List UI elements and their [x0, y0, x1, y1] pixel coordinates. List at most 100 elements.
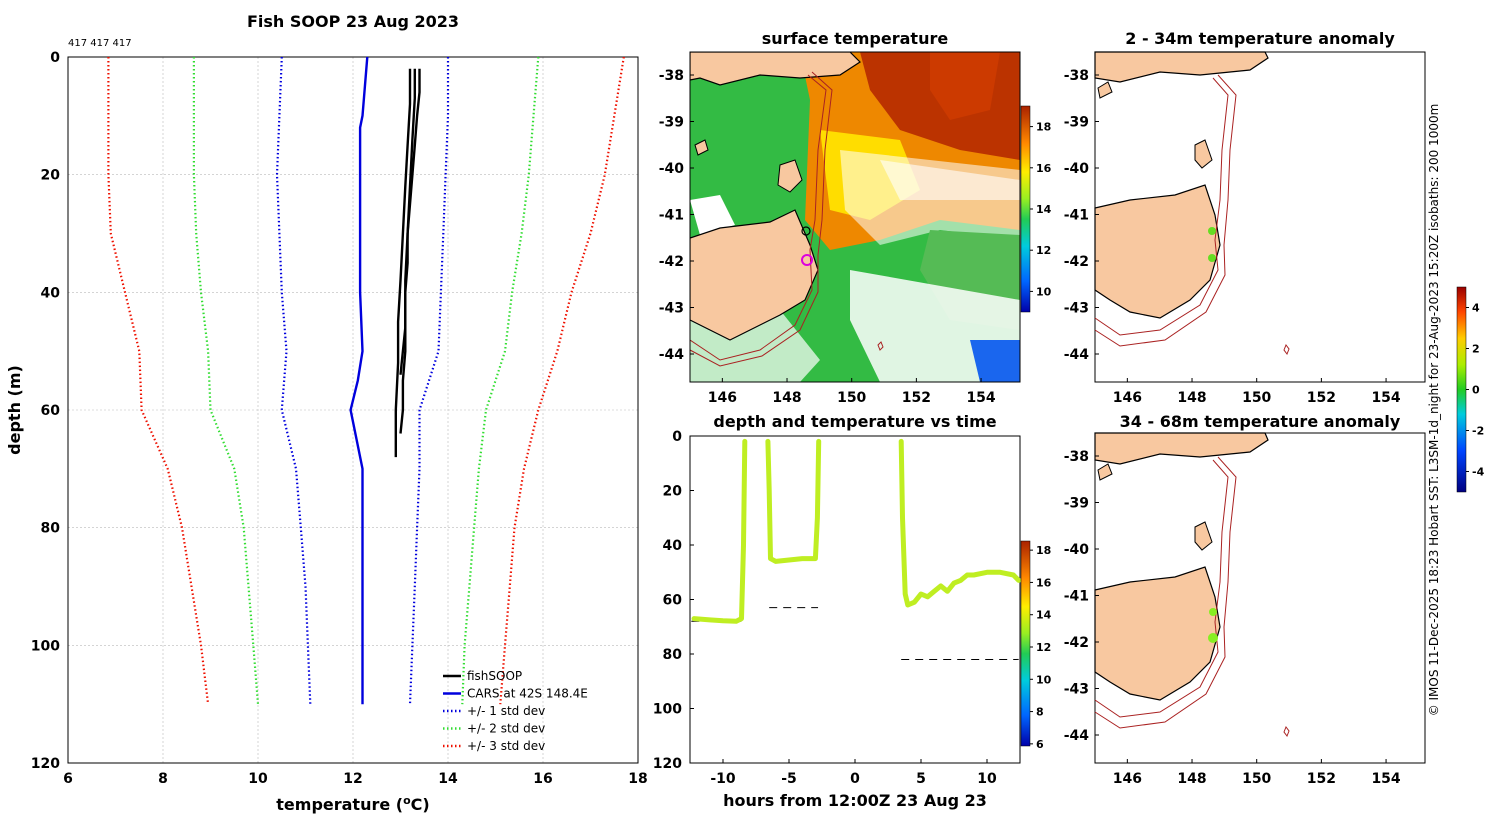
time-colorbar-tick-label: 8: [1036, 706, 1044, 719]
map-ytick-label: -43: [1064, 301, 1089, 317]
sst-field: [690, 52, 1020, 382]
profile-xtick-label: 10: [248, 771, 268, 787]
map-ytick-label: -44: [1064, 728, 1090, 744]
profile-series-line: [349, 56, 369, 705]
legend-label: +/- 2 std dev: [467, 722, 545, 736]
time-ytick-label: 0: [672, 429, 682, 445]
time-colorbar-tick-label: 6: [1036, 738, 1044, 751]
profile-xtick-label: 14: [438, 771, 458, 787]
profile-xtick-label: 8: [158, 771, 168, 787]
anomaly-colorbar-tick-label: 2: [1472, 343, 1480, 356]
map-ytick-label: -40: [1064, 161, 1090, 177]
legend-label: fishSOOP: [467, 669, 522, 683]
sst-map-panel: surface temperature 146 148 1: [659, 29, 1052, 406]
legend-label: +/- 1 std dev: [467, 704, 545, 718]
map-ytick-label: -44: [659, 347, 685, 363]
map-ytick-label: -42: [659, 254, 684, 270]
map-ytick-label: -42: [1064, 635, 1089, 651]
profile-ytick-label: 40: [41, 285, 61, 301]
profile-series-line: [461, 56, 540, 705]
map-xtick-label: 148: [1177, 771, 1206, 787]
time-track-line: [691, 438, 748, 624]
map-ytick-label: -39: [1064, 115, 1089, 131]
time-ytick-label: 60: [663, 593, 683, 609]
map-xtick-label: 150: [1242, 771, 1271, 787]
time-colorbar-tick-label: 18: [1036, 544, 1051, 557]
profile-ytick-label: 0: [50, 50, 60, 66]
time-xtick-label: -10: [710, 771, 736, 787]
time-plot-title: depth and temperature vs time: [713, 412, 996, 431]
time-ytick-label: 80: [663, 647, 683, 663]
anomaly-colorbar-tick-label: -4: [1472, 466, 1485, 479]
map-xtick-label: 148: [772, 390, 801, 406]
profile-series-line: [394, 68, 412, 458]
time-xtick-label: 0: [850, 771, 860, 787]
time-xtick-label: -5: [781, 771, 797, 787]
map-ytick-label: -43: [1064, 682, 1089, 698]
profile-series-line: [499, 56, 625, 705]
map-xtick-label: 154: [1371, 771, 1400, 787]
profile-xtick-label: 6: [63, 771, 73, 787]
profile-series-line: [399, 68, 416, 375]
sst-map-title: surface temperature: [762, 29, 949, 48]
map-ytick-label: -38: [1064, 449, 1089, 465]
map-ytick-label: -38: [1064, 68, 1089, 84]
time-ytick-label: 100: [653, 702, 682, 718]
profile-xtick-label: 16: [533, 771, 552, 787]
map-xtick-label: 146: [1113, 390, 1142, 406]
profile-ytick-label: 20: [41, 168, 61, 184]
sst-colorbar-tick-label: 10: [1036, 285, 1052, 298]
sst-map-ticks: 146 148 150 152 154 -38 -39 -40 -41 -42 -43 -44: [659, 68, 996, 406]
profile-ytick-label: 80: [41, 521, 61, 537]
map-ytick-label: -43: [659, 301, 684, 317]
anomaly-map-1-title: 2 - 34m temperature anomaly: [1125, 29, 1395, 48]
time-plot-data: [691, 438, 1022, 660]
legend-label: +/- 3 std dev: [467, 739, 545, 753]
anomaly-colorbar-tick-label: -2: [1472, 425, 1484, 438]
map-xtick-label: 154: [1371, 390, 1400, 406]
map-ytick-label: -41: [1064, 589, 1089, 605]
profile-xtick-label: 12: [343, 771, 362, 787]
profile-ytick-label: 60: [41, 403, 61, 419]
time-plot-axes-box: [689, 435, 1021, 764]
profile-counts-label: 417 417 417: [68, 38, 132, 49]
time-colorbar: [1020, 540, 1031, 747]
profile-legend: fishSOOP CARS at 42S 148.4E +/- 1 std dev +…: [443, 669, 588, 753]
profile-xtick-label: 18: [628, 771, 647, 787]
anomaly-colorbar-tick-label: 4: [1472, 302, 1480, 315]
map-ytick-label: -39: [659, 115, 684, 131]
profile-panel: Fish SOOP 23 Aug 2023 417 417 417 6 8 10 12…: [5, 12, 648, 814]
sst-colorbar-tick-label: 16: [1036, 162, 1052, 175]
time-xtick-label: 5: [916, 771, 926, 787]
time-colorbar-ticks: 18 16 14 12 10 8 6: [1030, 544, 1052, 751]
profile-title: Fish SOOP 23 Aug 2023: [247, 12, 459, 31]
anomaly-map-2-ticks: 146 148 150 152 154 -38 -39 -40 -41 -42 -43 -44: [1064, 449, 1401, 787]
anomaly-map-2-title: 34 - 68m temperature anomaly: [1120, 412, 1401, 431]
map-xtick-label: 154: [966, 390, 995, 406]
profile-lines: [107, 56, 625, 705]
map-ytick-label: -44: [1064, 347, 1090, 363]
sst-map-axes-box: [689, 51, 1021, 383]
map-xtick-label: 152: [902, 390, 931, 406]
sst-colorbar: [1020, 105, 1031, 313]
profile-ytick-label: 100: [31, 638, 60, 654]
credit-text: © IMOS 11-Dec-2025 18:23 Hobart SST: L3S…: [1427, 104, 1441, 717]
map-ytick-label: -40: [1064, 542, 1090, 558]
sst-colorbar-tick-label: 18: [1036, 121, 1051, 134]
legend-label: CARS at 42S 148.4E: [467, 687, 588, 701]
sst-colorbar-tick-label: 12: [1036, 244, 1051, 257]
map-ytick-label: -39: [1064, 496, 1089, 512]
time-colorbar-tick-label: 16: [1036, 576, 1052, 589]
time-xtick-label: 10: [977, 771, 997, 787]
time-colorbar-tick-label: 10: [1036, 673, 1052, 686]
map-xtick-label: 152: [1307, 390, 1336, 406]
time-ytick-label: 120: [653, 756, 682, 772]
map-xtick-label: 150: [1242, 390, 1271, 406]
profile-series-line: [192, 57, 260, 705]
profile-series-line: [275, 56, 312, 705]
time-plot-xlabel: hours from 12:00Z 23 Aug 23: [723, 791, 987, 810]
time-track-line: [765, 438, 822, 564]
map-ytick-label: -40: [659, 161, 685, 177]
map-xtick-label: 152: [1307, 771, 1336, 787]
